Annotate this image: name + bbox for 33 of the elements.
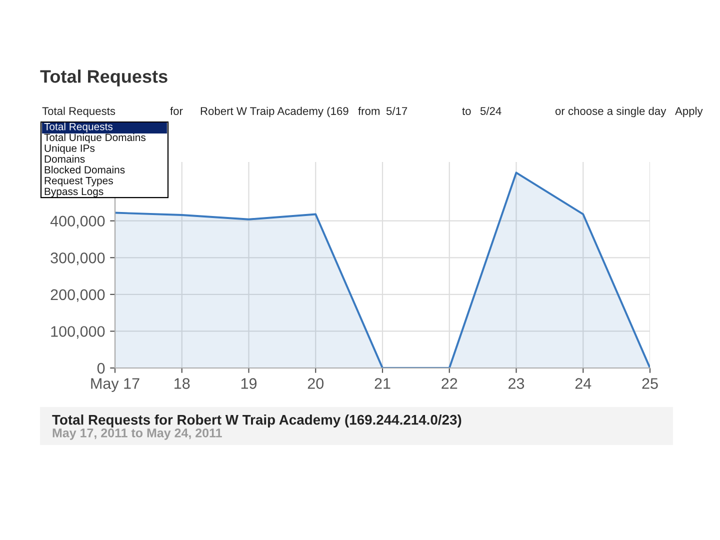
x-tick-label: 18 xyxy=(174,378,190,389)
text: for xyxy=(170,106,183,115)
annotation: Blocked Domains xyxy=(44,166,125,174)
y-tick-label: 0 xyxy=(97,362,105,374)
text: Total Unique Domains xyxy=(44,133,146,144)
text: Total Requests for Robert W Traip Academy (169.244.214.0/23) xyxy=(52,414,462,428)
text: Robert W Traip Academy (169 xyxy=(200,106,348,118)
x-tick-label: 23 xyxy=(508,378,524,389)
text: Domains xyxy=(44,155,85,163)
text: Request Types xyxy=(44,177,113,186)
text: Apply xyxy=(675,106,703,118)
text: Unique IPs xyxy=(44,144,95,154)
text: 5/24 xyxy=(480,106,502,115)
text: 5/17 xyxy=(386,106,408,115)
text: or choose a single day xyxy=(555,106,666,118)
x-tick-label: 21 xyxy=(374,378,390,389)
y-tick-label: 300,000 xyxy=(50,252,105,266)
text: Total Requests xyxy=(42,106,116,118)
x-tick-label: 19 xyxy=(241,378,257,389)
text: Bypass Logs xyxy=(44,188,104,198)
text: to xyxy=(462,108,471,115)
x-tick-label: 22 xyxy=(442,378,458,389)
x-tick-label: 20 xyxy=(308,378,324,389)
x-tick-label: 24 xyxy=(575,378,592,389)
chart-title: Total Requests xyxy=(40,70,168,86)
text: May 17, 2011 to May 24, 2011 xyxy=(52,428,222,440)
y-tick-label: 200,000 xyxy=(50,289,105,302)
text: Total Requests xyxy=(44,122,113,132)
y-tick-label: 400,000 xyxy=(50,216,105,228)
text: from xyxy=(358,106,380,115)
x-tick-label: 25 xyxy=(642,378,658,389)
x-tick-label: May 17 xyxy=(91,378,140,392)
y-tick-label: 100,000 xyxy=(51,326,105,339)
